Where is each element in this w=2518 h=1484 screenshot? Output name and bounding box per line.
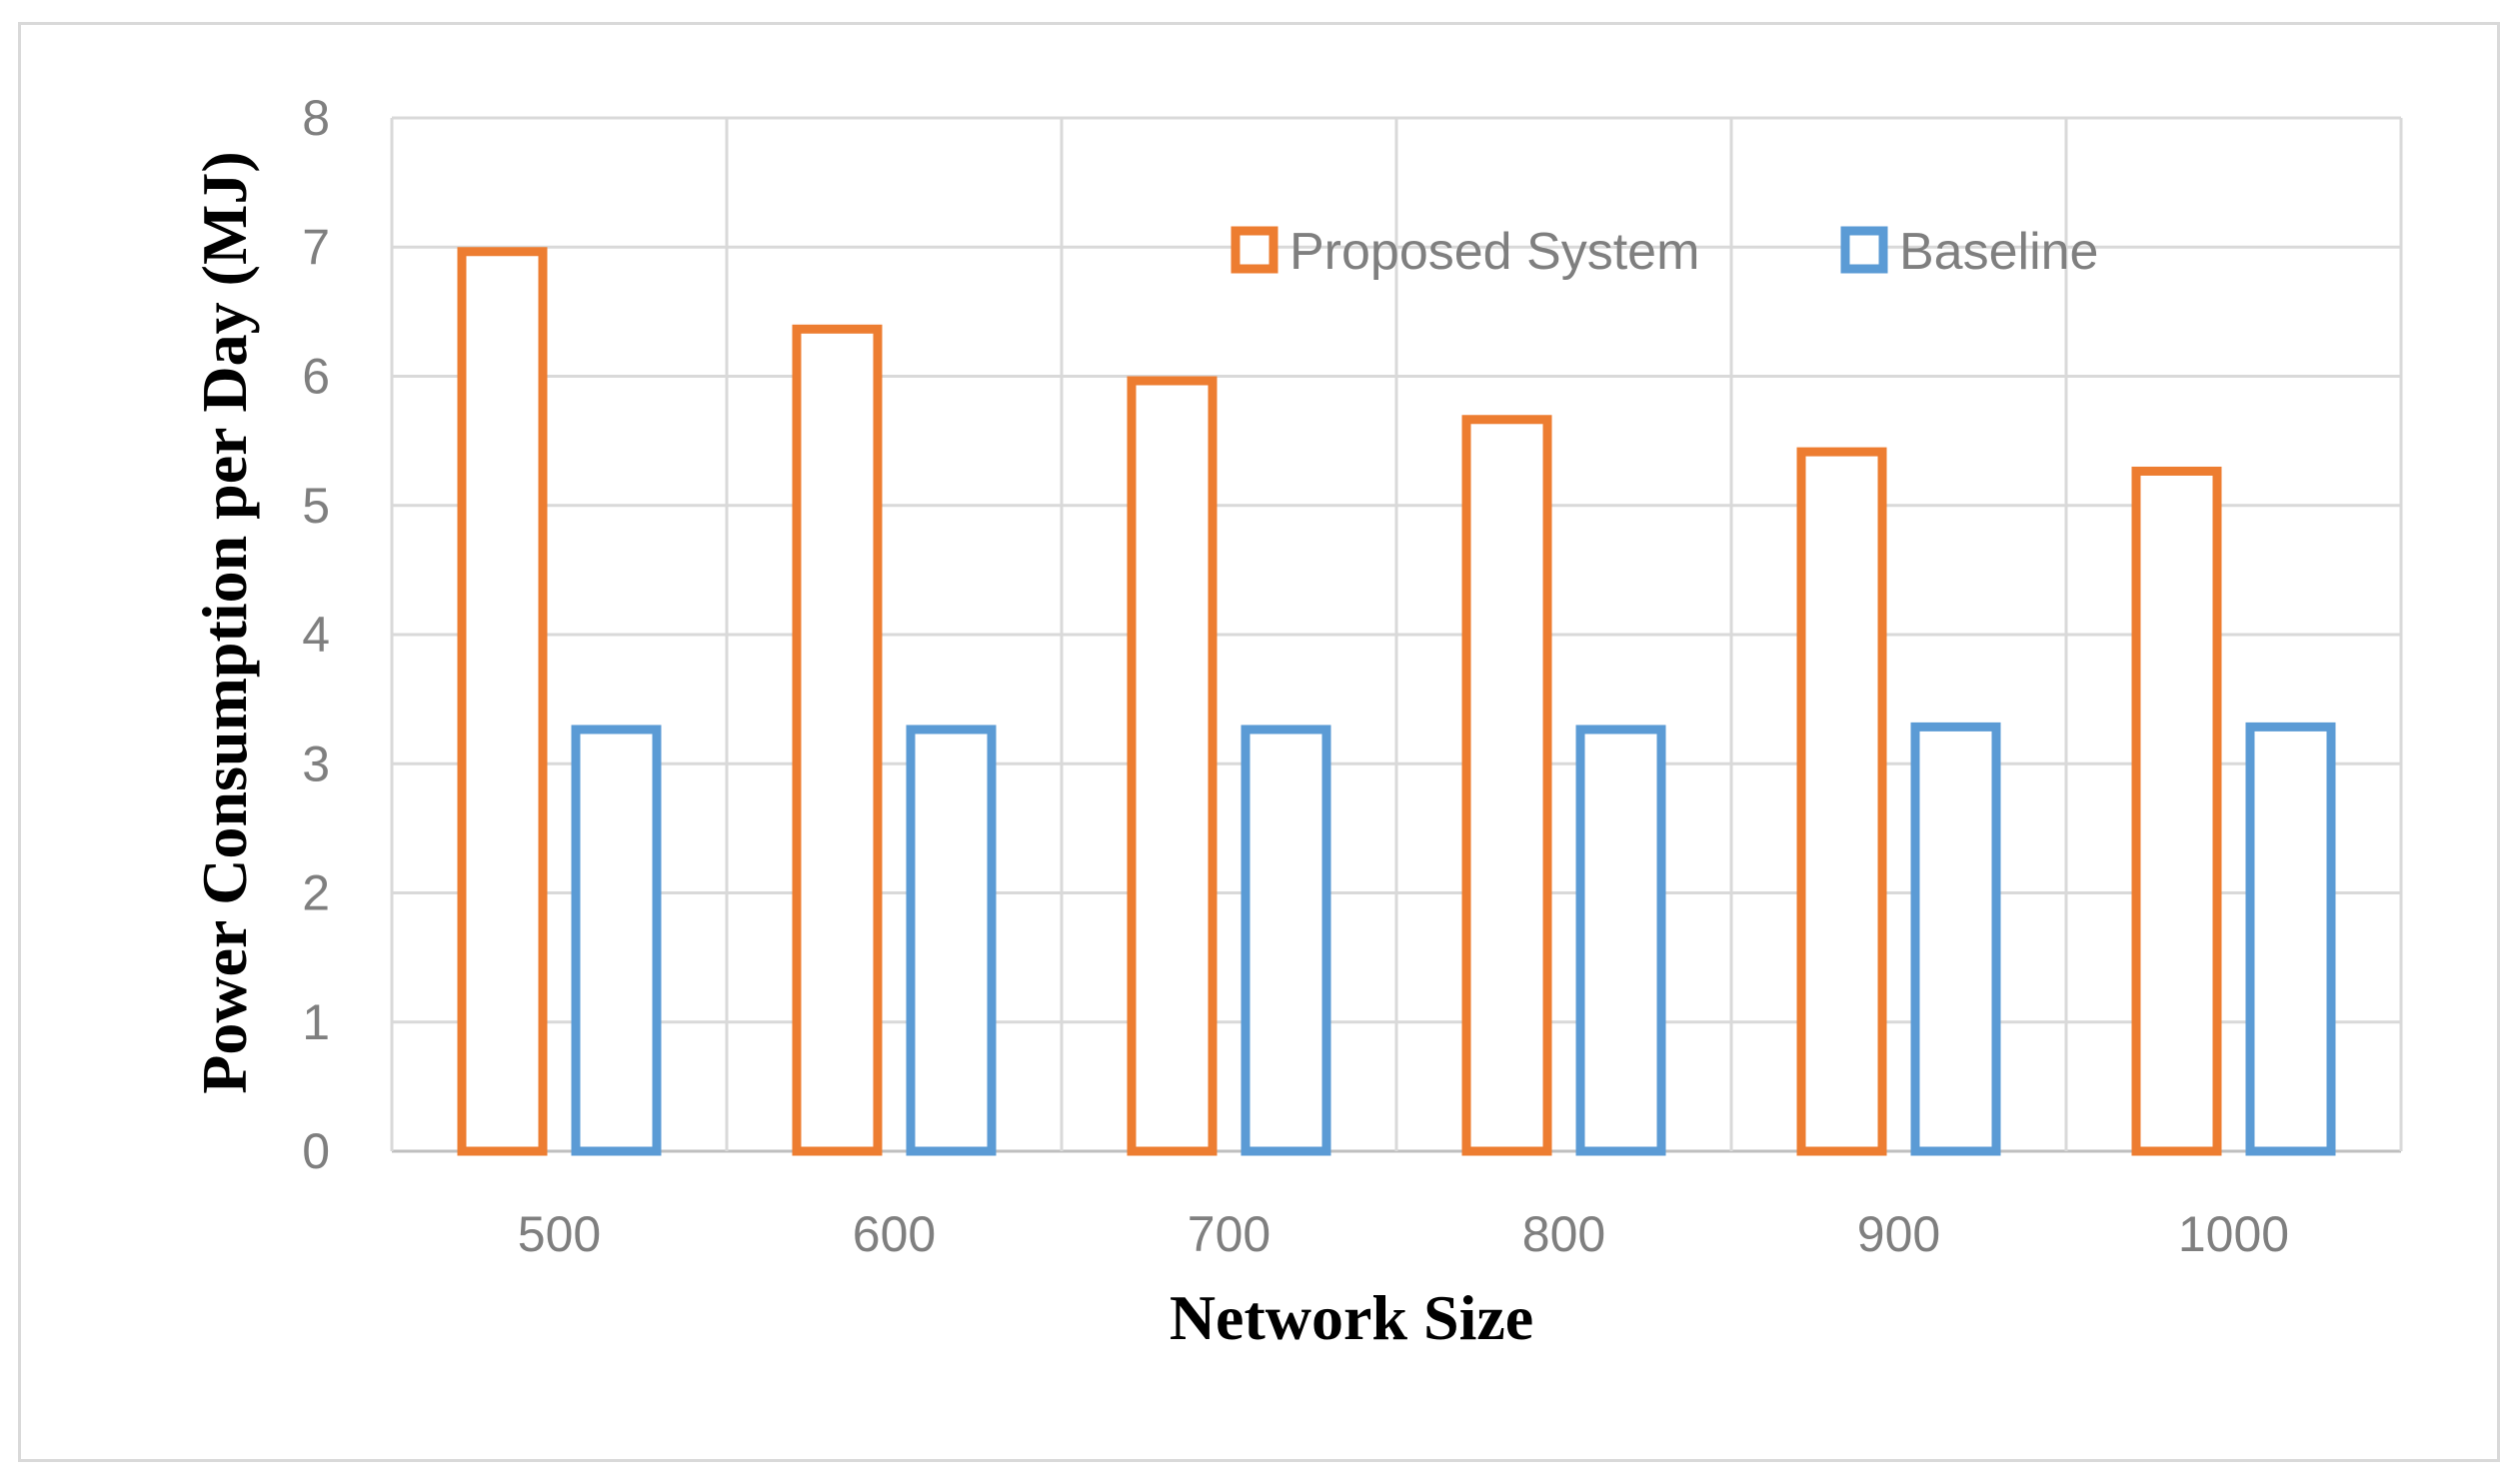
- grid-lines: [390, 116, 2403, 1153]
- y-tick-label: 4: [302, 607, 330, 663]
- legend-swatch-baseline: [1840, 226, 1888, 274]
- y-axis-title: Power Consumption per Day (MJ): [189, 151, 260, 1093]
- x-tick-label: 500: [518, 1206, 601, 1262]
- bar-baseline: [571, 725, 662, 1156]
- x-tick-label: 900: [1857, 1206, 1940, 1262]
- y-tick-label: 2: [302, 865, 330, 921]
- bar-proposed-system: [457, 247, 548, 1156]
- y-tick-label: 3: [302, 736, 330, 791]
- x-tick-label: 600: [853, 1206, 936, 1262]
- x-tick-label: 700: [1188, 1206, 1270, 1262]
- bar-proposed-system: [1127, 376, 1218, 1156]
- y-tick-label: 6: [302, 349, 330, 405]
- legend-label-proposed-system: Proposed System: [1289, 223, 1699, 281]
- bar-baseline: [906, 725, 997, 1156]
- bar-baseline: [1241, 725, 1331, 1156]
- bar-baseline: [1910, 722, 2001, 1156]
- x-tick-label: 800: [1522, 1206, 1605, 1262]
- x-axis-title: Network Size: [1170, 1282, 1533, 1353]
- x-tick-labels: 500 600 700 800 900 1000: [518, 1206, 2289, 1262]
- legend: Proposed System Baseline: [1231, 223, 2098, 281]
- x-tick-label: 1000: [2178, 1206, 2289, 1262]
- bar-proposed-system: [792, 324, 883, 1156]
- bar-baseline: [1575, 725, 1666, 1156]
- y-tick-label: 1: [302, 994, 330, 1050]
- y-tick-label: 8: [302, 90, 330, 146]
- y-tick-label: 5: [302, 478, 330, 534]
- y-tick-label: 7: [302, 219, 330, 275]
- legend-swatch-proposed-system: [1231, 226, 1278, 274]
- legend-label-baseline: Baseline: [1899, 223, 2098, 281]
- bar-baseline: [2245, 722, 2336, 1156]
- y-tick-labels: 0 1 2 3 4 5 6 7 8: [302, 90, 330, 1179]
- bar-proposed-system: [1461, 415, 1552, 1156]
- bars: [457, 247, 2336, 1156]
- bar-proposed-system: [2131, 466, 2222, 1156]
- bar-proposed-system: [1796, 447, 1887, 1156]
- y-tick-label: 0: [302, 1123, 330, 1179]
